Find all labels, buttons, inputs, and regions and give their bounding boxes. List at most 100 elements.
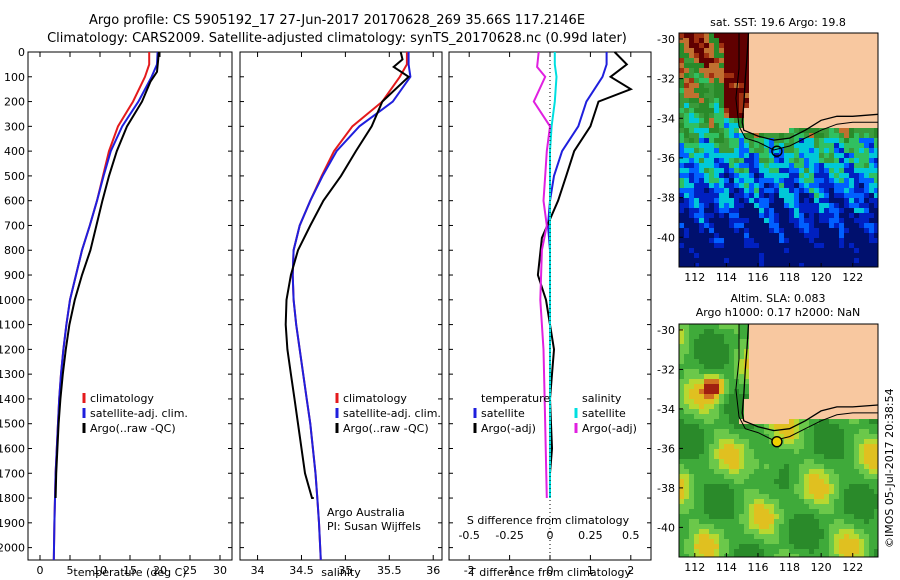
land-cell: [774, 329, 779, 334]
ocean-cell: [784, 499, 789, 504]
ocean-cell: [704, 479, 709, 484]
land-cell: [769, 364, 774, 369]
ocean-cell: [684, 494, 689, 499]
ocean-cell: [679, 83, 684, 88]
land-cell: [749, 88, 754, 93]
ocean-cell: [739, 58, 744, 63]
land-cell: [864, 399, 869, 404]
ocean-cell: [714, 324, 719, 329]
land-cell: [814, 384, 819, 389]
timestamp-stamp: ©IMOS 05-Jul-2017 20:38:54: [883, 388, 896, 548]
ocean-cell: [844, 544, 849, 549]
land-cell: [784, 48, 789, 53]
ocean-cell: [684, 128, 689, 133]
ocean-cell: [719, 509, 724, 514]
ocean-cell: [714, 193, 719, 198]
ocean-cell: [709, 494, 714, 499]
ocean-cell: [714, 103, 719, 108]
land-cell: [814, 379, 819, 384]
ocean-cell: [739, 153, 744, 158]
figure-title-line1: Argo profile: CS 5905192_17 27-Jun-2017 …: [89, 13, 585, 28]
ocean-cell: [844, 168, 849, 173]
ocean-cell: [679, 58, 684, 63]
land-cell: [869, 48, 874, 53]
land-cell: [759, 359, 764, 364]
ocean-cell: [804, 178, 809, 183]
land-cell: [794, 374, 799, 379]
ocean-cell: [864, 193, 869, 198]
ocean-cell: [849, 454, 854, 459]
ocean-cell: [699, 138, 704, 143]
ocean-cell: [824, 208, 829, 213]
land-cell: [854, 399, 859, 404]
ocean-cell: [869, 238, 874, 243]
ocean-cell: [784, 193, 789, 198]
ocean-cell: [709, 163, 714, 168]
ocean-cell: [749, 163, 754, 168]
ocean-cell: [749, 459, 754, 464]
ocean-cell: [789, 203, 794, 208]
ocean-cell: [679, 118, 684, 123]
ocean-cell: [784, 549, 789, 554]
ocean-cell: [729, 218, 734, 223]
ocean-cell: [729, 494, 734, 499]
ocean-cell: [839, 464, 844, 469]
ocean-cell: [699, 63, 704, 68]
land-cell: [839, 98, 844, 103]
ocean-cell: [809, 143, 814, 148]
ocean-cell: [859, 193, 864, 198]
ocean-cell: [764, 208, 769, 213]
ocean-cell: [834, 499, 839, 504]
ocean-cell: [839, 253, 844, 258]
ocean-cell: [734, 83, 739, 88]
ocean-cell: [859, 178, 864, 183]
ocean-cell: [724, 38, 729, 43]
land-cell: [874, 88, 878, 93]
ocean-cell: [789, 183, 794, 188]
ocean-cell: [774, 228, 779, 233]
land-cell: [849, 359, 854, 364]
ocean-cell: [684, 339, 689, 344]
ocean-cell: [804, 549, 809, 554]
ocean-cell: [684, 344, 689, 349]
land-cell: [864, 78, 869, 83]
ocean-cell: [754, 248, 759, 253]
ocean-cell: [709, 544, 714, 549]
ocean-cell: [739, 163, 744, 168]
ocean-cell: [684, 499, 689, 504]
ocean-cell: [759, 183, 764, 188]
land-cell: [819, 43, 824, 48]
ocean-cell: [819, 183, 824, 188]
ocean-cell: [684, 429, 689, 434]
ocean-cell: [784, 248, 789, 253]
land-cell: [749, 389, 754, 394]
ocean-cell: [809, 469, 814, 474]
ocean-cell: [844, 193, 849, 198]
ocean-cell: [684, 359, 689, 364]
ocean-cell: [689, 118, 694, 123]
ocean-cell: [874, 133, 878, 138]
ocean-cell: [804, 193, 809, 198]
land-cell: [834, 88, 839, 93]
y-tick-label: -32: [657, 73, 675, 86]
ocean-cell: [834, 188, 839, 193]
ocean-cell: [684, 108, 689, 113]
land-cell: [764, 374, 769, 379]
ocean-cell: [784, 218, 789, 223]
ocean-cell: [684, 474, 689, 479]
land-cell: [754, 103, 759, 108]
ocean-cell: [834, 539, 839, 544]
ocean-cell: [779, 504, 784, 509]
ocean-cell: [849, 509, 854, 514]
ocean-cell: [754, 263, 759, 267]
ocean-cell: [794, 153, 799, 158]
land-cell: [804, 354, 809, 359]
land-cell: [794, 409, 799, 414]
ocean-cell: [819, 188, 824, 193]
ocean-cell: [709, 454, 714, 459]
ocean-cell: [739, 113, 744, 118]
ocean-cell: [769, 484, 774, 489]
ocean-cell: [719, 394, 724, 399]
ocean-cell: [834, 474, 839, 479]
ocean-cell: [804, 243, 809, 248]
